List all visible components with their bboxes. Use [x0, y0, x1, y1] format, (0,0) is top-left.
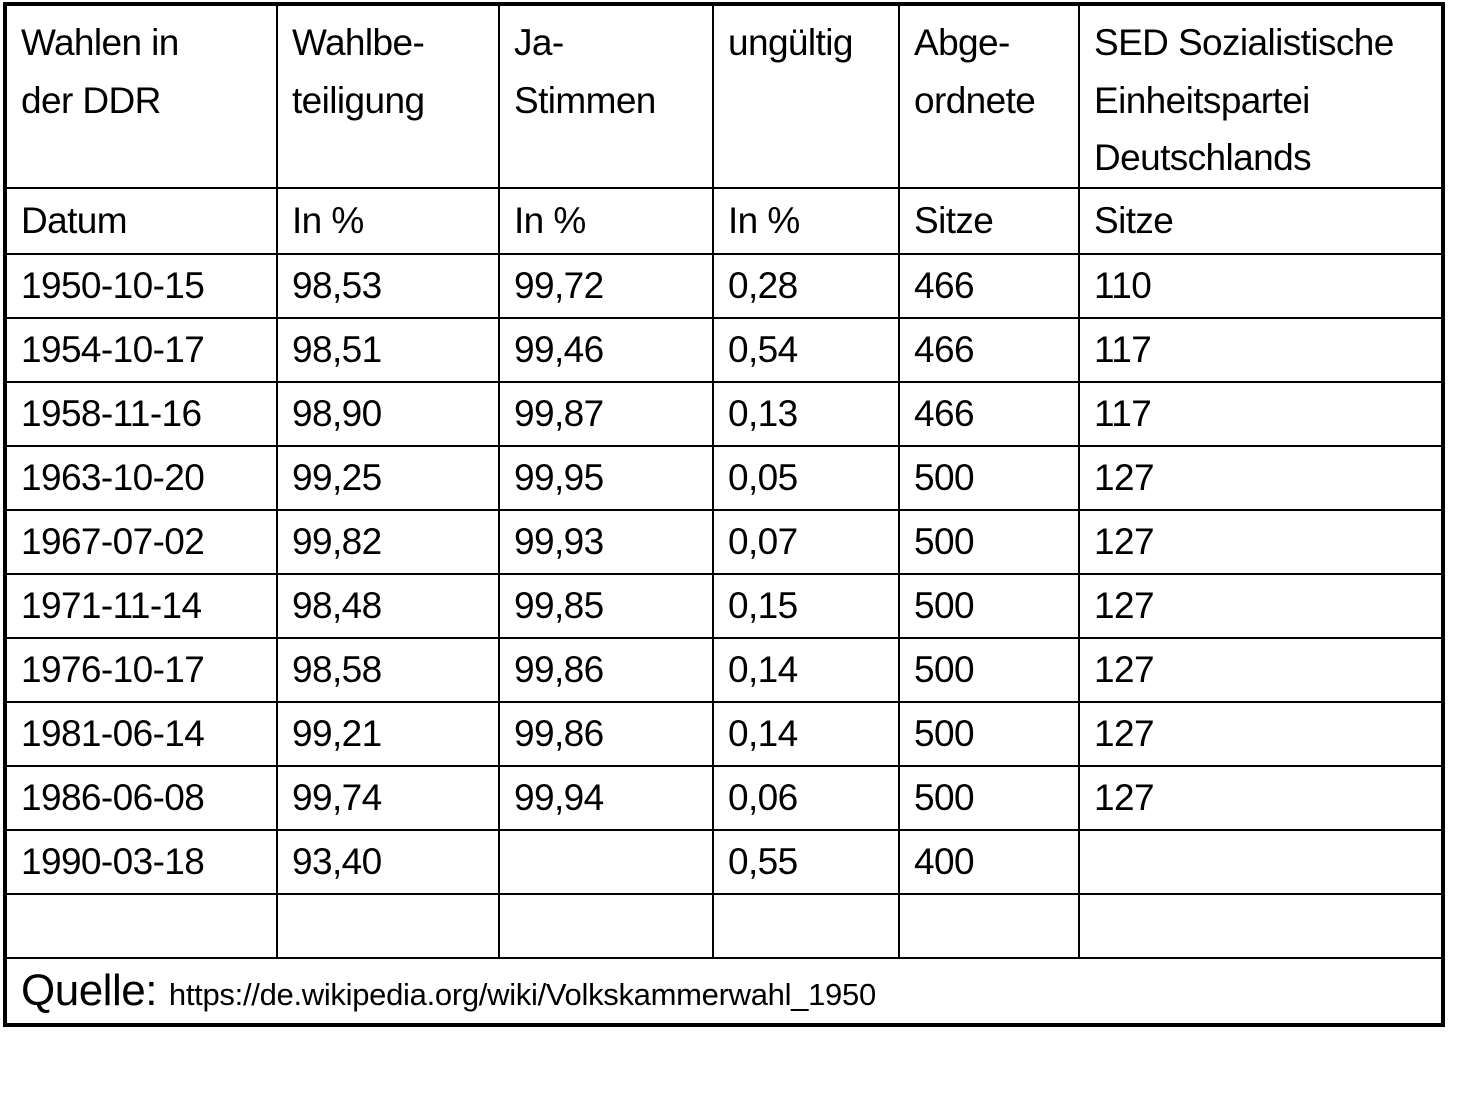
table-header-row-titles: Wahlen in der DDR Wahlbe- teiligung Ja- … [4, 2, 1444, 190]
table-cell: 99,86 [498, 701, 714, 768]
table-cell: 110 [1078, 253, 1444, 320]
table-cell: 99,72 [498, 253, 714, 320]
table-cell: 0,28 [712, 253, 900, 320]
table-cell: 0,06 [712, 765, 900, 832]
table-cell: 466 [898, 253, 1080, 320]
subheader-invalid-percent: In % [712, 187, 900, 256]
table-cell: 98,48 [276, 573, 500, 640]
table-cell: 99,95 [498, 445, 714, 512]
table-cell: 1990-03-18 [4, 829, 278, 896]
source-url-text: https://de.wikipedia.org/wiki/Volkskamme… [168, 977, 876, 1013]
table-cell: 127 [1078, 637, 1444, 704]
source-label: Quelle: [21, 966, 157, 1016]
source-row: Quelle: https://de.wikipedia.org/wiki/Vol… [4, 957, 1444, 1027]
table-cell: 500 [898, 573, 1080, 640]
table-cell: 1971-11-14 [4, 573, 278, 640]
table-cell: 0,15 [712, 573, 900, 640]
table-body: 1950-10-15 98,53 99,72 0,28 466 110 1954-10-17… [4, 253, 1444, 960]
table-cell: 0,54 [712, 317, 900, 384]
table-cell: 99,82 [276, 509, 500, 576]
table-cell: 1981-06-14 [4, 701, 278, 768]
subheader-deputies-seats: Sitze [898, 187, 1080, 256]
table-cell: 0,55 [712, 829, 900, 896]
header-deputies: Abge- ordnete [898, 2, 1080, 190]
table-cell: 93,40 [276, 829, 500, 896]
table-cell: 466 [898, 381, 1080, 448]
table-cell [1078, 893, 1444, 960]
table-cell: 1986-06-08 [4, 765, 278, 832]
table-cell: 99,21 [276, 701, 500, 768]
table-cell: 1954-10-17 [4, 317, 278, 384]
header-elections-in-ddr: Wahlen in der DDR [4, 2, 278, 190]
table-cell: 500 [898, 765, 1080, 832]
table-cell: 127 [1078, 701, 1444, 768]
header-invalid: ungültig [712, 2, 900, 190]
table-cell: 99,94 [498, 765, 714, 832]
subheader-turnout-percent: In % [276, 187, 500, 256]
table-row: 1963-10-20 99,25 99,95 0,05 500 127 [4, 445, 1444, 512]
table-row: 1967-07-02 99,82 99,93 0,07 500 127 [4, 509, 1444, 576]
header-turnout: Wahlbe- teiligung [276, 2, 500, 190]
table-cell: 466 [898, 317, 1080, 384]
table-cell: 98,90 [276, 381, 500, 448]
table-cell: 99,93 [498, 509, 714, 576]
table-cell [498, 893, 714, 960]
table-cell: 98,51 [276, 317, 500, 384]
table-cell: 0,14 [712, 637, 900, 704]
table-row: 1990-03-18 93,40 0,55 400 [4, 829, 1444, 896]
table-cell: 1976-10-17 [4, 637, 278, 704]
table-cell: 99,86 [498, 637, 714, 704]
ddr-elections-table: Wahlen in der DDR Wahlbe- teiligung Ja- … [3, 2, 1445, 1028]
table-cell [276, 893, 500, 960]
table-cell: 500 [898, 445, 1080, 512]
table-row: 1954-10-17 98,51 99,46 0,54 466 117 [4, 317, 1444, 384]
table-cell [712, 893, 900, 960]
subheader-sed-seats: Sitze [1078, 187, 1444, 256]
table-cell: 400 [898, 829, 1080, 896]
table-cell: 127 [1078, 765, 1444, 832]
table-cell: 127 [1078, 445, 1444, 512]
table-cell: 99,25 [276, 445, 500, 512]
table-cell: 0,13 [712, 381, 900, 448]
table-header-row-units: Datum In % In % In % Sitze Sitze [4, 187, 1444, 256]
subheader-yes-percent: In % [498, 187, 714, 256]
table-cell: 500 [898, 509, 1080, 576]
table-cell: 127 [1078, 573, 1444, 640]
table-cell: 0,05 [712, 445, 900, 512]
table-cell [1078, 829, 1444, 896]
table-row: 1971-11-14 98,48 99,85 0,15 500 127 [4, 573, 1444, 640]
table-row: 1950-10-15 98,53 99,72 0,28 466 110 [4, 253, 1444, 320]
subheader-date: Datum [4, 187, 278, 256]
table-cell: 117 [1078, 317, 1444, 384]
table-cell: 127 [1078, 509, 1444, 576]
table-row: 1981-06-14 99,21 99,86 0,14 500 127 [4, 701, 1444, 768]
table-cell: 1958-11-16 [4, 381, 278, 448]
table-cell: 99,87 [498, 381, 714, 448]
table-cell: 1967-07-02 [4, 509, 278, 576]
table-row: 1958-11-16 98,90 99,87 0,13 466 117 [4, 381, 1444, 448]
table-cell: 99,46 [498, 317, 714, 384]
table-cell [898, 893, 1080, 960]
table-cell: 0,14 [712, 701, 900, 768]
table-cell: 98,53 [276, 253, 500, 320]
table-cell [498, 829, 714, 896]
table-cell: 500 [898, 637, 1080, 704]
table-cell: 500 [898, 701, 1080, 768]
table-row [4, 893, 1444, 960]
source-cell: Quelle: https://de.wikipedia.org/wiki/Vol… [4, 957, 1444, 1027]
table-cell: 1950-10-15 [4, 253, 278, 320]
header-sed-party: SED Sozialistische Einheitspartei Deutsc… [1078, 2, 1444, 190]
table-cell: 98,58 [276, 637, 500, 704]
table-row: 1986-06-08 99,74 99,94 0,06 500 127 [4, 765, 1444, 832]
table-cell: 117 [1078, 381, 1444, 448]
table-cell: 99,85 [498, 573, 714, 640]
table-cell: 1963-10-20 [4, 445, 278, 512]
header-yes-votes: Ja- Stimmen [498, 2, 714, 190]
table-cell [4, 893, 278, 960]
table-row: 1976-10-17 98,58 99,86 0,14 500 127 [4, 637, 1444, 704]
table-cell: 99,74 [276, 765, 500, 832]
table-cell: 0,07 [712, 509, 900, 576]
